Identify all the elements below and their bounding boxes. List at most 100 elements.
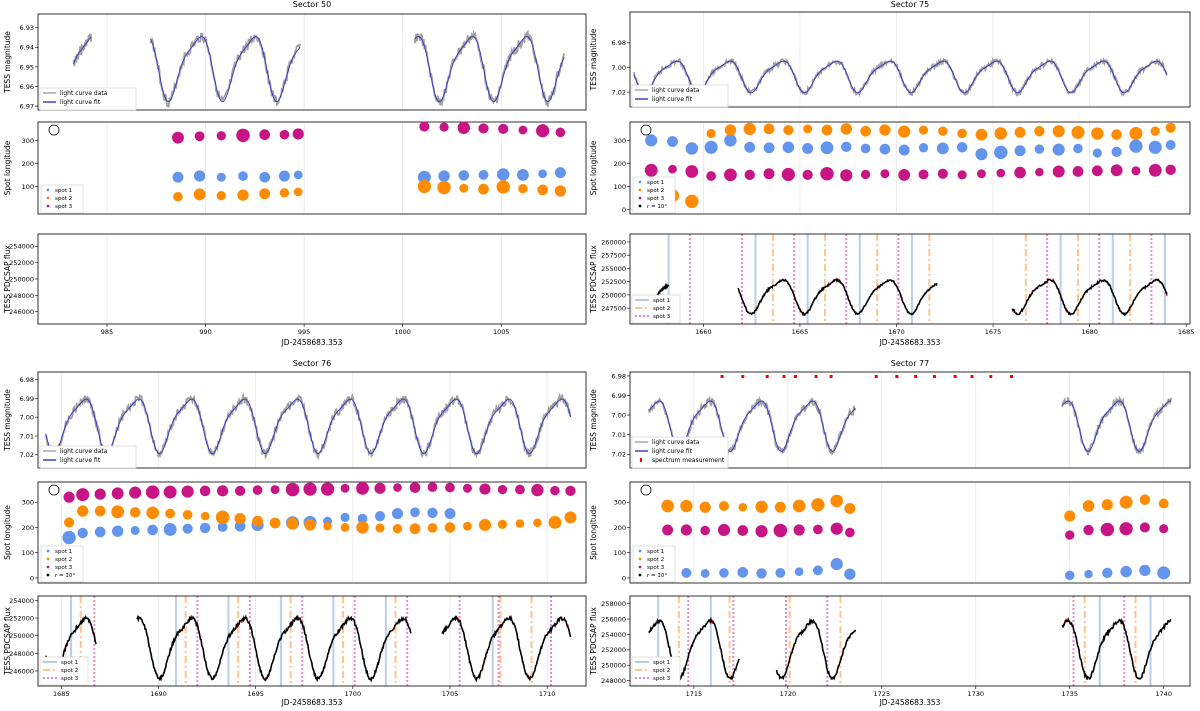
spot-marker — [994, 127, 1007, 140]
spot-marker — [234, 513, 246, 525]
spot-marker — [427, 482, 438, 492]
spot-marker — [62, 530, 76, 545]
legend-swatch — [46, 565, 50, 569]
legend-swatch — [46, 204, 50, 208]
light-curve-fit — [73, 36, 92, 65]
spot-marker — [706, 128, 716, 139]
spot-marker — [860, 125, 871, 137]
spot-marker — [478, 518, 492, 532]
legend-label: r = 10° — [55, 573, 75, 579]
spot-marker — [975, 148, 988, 161]
spot-marker — [1014, 145, 1026, 157]
spot-marker — [1111, 146, 1122, 158]
y-tick-label: 247500 — [601, 305, 626, 313]
spot-marker — [744, 169, 755, 181]
spot-longitude-axes — [629, 121, 1191, 215]
spot-marker — [234, 485, 246, 496]
spot-marker — [724, 134, 737, 147]
spot-marker — [392, 524, 403, 534]
spot-marker — [1110, 164, 1123, 177]
spot-marker — [293, 187, 303, 197]
x-tick-label: 1735 — [1061, 690, 1078, 698]
x-tick-label: 1005 — [493, 328, 510, 336]
spot-marker — [1139, 494, 1151, 505]
x-tick-label: 995 — [298, 328, 310, 336]
spot-marker — [129, 486, 142, 499]
spot-marker — [821, 124, 833, 136]
spot-marker — [1102, 567, 1113, 579]
spot-marker — [667, 136, 678, 147]
radius-reference-circle — [48, 484, 60, 496]
spot-marker — [292, 128, 304, 140]
magnitude-axes — [629, 371, 1191, 469]
spot-marker — [1034, 144, 1045, 154]
y-tick-label: 300 — [22, 499, 34, 507]
spot-marker — [320, 482, 335, 496]
spot-marker — [444, 522, 456, 533]
y-tick-label: 0 — [622, 574, 626, 582]
panel-title: Sector 50 — [293, 0, 331, 9]
spot-marker — [147, 524, 158, 536]
legend-label: light curve data — [60, 448, 108, 455]
y-tick-label: 300 — [614, 499, 626, 507]
magnitude-legend — [631, 84, 729, 108]
spot-marker — [462, 483, 472, 493]
spot-marker — [200, 511, 210, 521]
x-axis-label: JD-2458683.353 — [281, 338, 343, 347]
y-tick-label: 7.02 — [612, 451, 626, 459]
x-tick-label: 985 — [101, 328, 113, 336]
spot-marker — [844, 503, 856, 515]
spot-marker — [1014, 126, 1026, 138]
x-tick-label: 1670 — [888, 328, 905, 336]
panel-title: Sector 77 — [891, 359, 929, 368]
spot-marker — [774, 501, 786, 513]
y-tick-label: 300 — [614, 137, 626, 145]
spot-marker — [356, 521, 369, 534]
y-tick-label: 6.97 — [20, 102, 34, 110]
spot-marker — [478, 183, 489, 195]
spot-marker — [860, 143, 871, 154]
spot-marker — [537, 184, 548, 196]
spot-marker — [94, 488, 106, 500]
spot-marker — [259, 171, 271, 183]
spot-marker — [975, 128, 988, 141]
spot-marker — [860, 169, 871, 180]
legend-label: spot 2 — [55, 196, 72, 202]
spot-marker — [111, 487, 124, 500]
spot-marker — [111, 525, 124, 537]
spot-marker — [743, 122, 756, 136]
spot-marker — [706, 171, 716, 181]
y-tick-label: 250000 — [601, 291, 626, 299]
spot-marker — [1158, 498, 1169, 509]
y-tick-label: 7.01 — [20, 432, 34, 440]
magnitude-axes — [37, 13, 587, 111]
legend-label: spot 3 — [61, 676, 79, 682]
spot-marker — [811, 498, 825, 512]
legend-label: light curve fit — [652, 96, 693, 103]
spot-marker — [1052, 165, 1065, 178]
legend-label: spot 1 — [61, 660, 78, 666]
legend-swatch — [46, 573, 50, 577]
spot-marker — [1091, 127, 1104, 140]
light-curve-fit — [149, 36, 301, 103]
spot-marker — [937, 168, 948, 179]
spot-marker — [680, 524, 692, 536]
magnitude-axes — [629, 11, 1191, 108]
spot-marker — [1159, 524, 1169, 534]
spot-marker — [252, 515, 264, 527]
x-tick-label: 1685 — [53, 690, 70, 698]
y-tick-label: 248000 — [9, 650, 34, 658]
spot-marker — [1072, 166, 1084, 177]
y-tick-label: 246000 — [9, 667, 34, 675]
magnitude-legend — [39, 445, 137, 469]
legend-swatch — [638, 565, 642, 569]
y-tick-label: 7.00 — [612, 412, 626, 420]
x-tick-label: 1660 — [695, 328, 712, 336]
spot-marker — [199, 522, 211, 534]
spot-longitude-axes — [37, 481, 587, 584]
spot-marker — [279, 188, 290, 198]
spot-marker — [286, 517, 299, 530]
spot-marker — [1064, 510, 1076, 522]
spot-marker — [409, 482, 421, 493]
spot-marker — [438, 170, 450, 182]
